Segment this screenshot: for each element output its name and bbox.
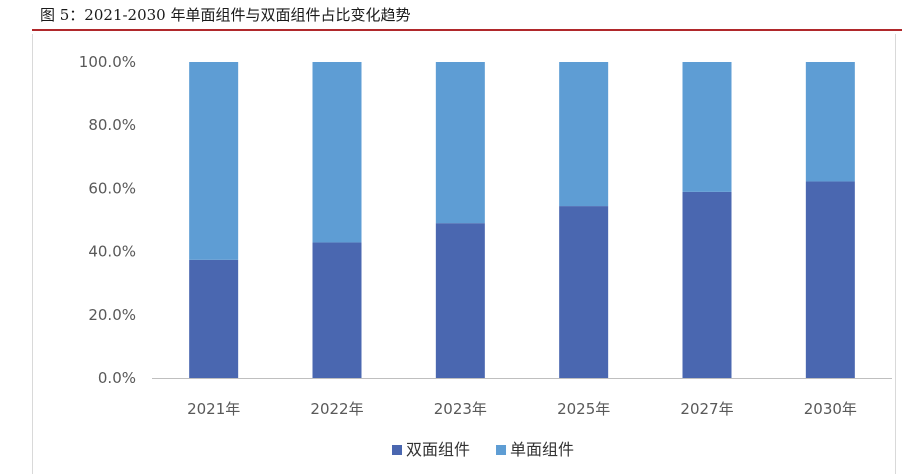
bar-bifacial-1	[312, 242, 362, 378]
bar-bifacial-4	[682, 191, 732, 378]
y-tick-label: 40.0%	[88, 243, 136, 261]
legend-label: 单面组件	[510, 440, 574, 459]
legend-swatch	[392, 445, 402, 455]
bar-monofacial-3	[559, 62, 609, 207]
y-tick-label: 60.0%	[88, 179, 136, 197]
bar-monofacial-5	[805, 62, 855, 182]
x-tick-label: 2027年	[680, 400, 733, 418]
bar-bifacial-0	[189, 259, 239, 378]
legend-label: 双面组件	[406, 440, 470, 459]
x-tick-label: 2022年	[310, 400, 363, 418]
x-axis-ticks: 2021年 2022年 2023年 2025年 2027年 2030年	[187, 400, 857, 418]
x-tick-label: 2030年	[804, 400, 857, 418]
bars	[189, 62, 855, 378]
y-tick-label: 0.0%	[98, 369, 136, 387]
x-tick-label: 2021年	[187, 400, 240, 418]
chart-frame	[32, 34, 896, 474]
bar-bifacial-3	[559, 206, 609, 378]
legend-swatch	[496, 445, 507, 455]
legend: 双面组件 单面组件	[392, 440, 574, 459]
x-tick-label: 2025年	[557, 400, 610, 418]
bar-bifacial-2	[435, 223, 485, 378]
x-tick-label: 2023年	[434, 400, 487, 418]
y-axis-ticks: 0.0% 20.0% 40.0% 60.0% 80.0% 100.0%	[79, 53, 136, 387]
figure-caption: 图 5：2021-2030 年单面组件与双面组件占比变化趋势	[40, 6, 411, 24]
y-tick-label: 100.0%	[79, 53, 136, 71]
bar-monofacial-0	[189, 62, 239, 260]
y-tick-label: 80.0%	[88, 116, 136, 134]
caption-underline	[32, 29, 902, 31]
bar-monofacial-1	[312, 62, 362, 243]
bar-bifacial-5	[805, 181, 855, 378]
bar-monofacial-4	[682, 62, 732, 192]
y-tick-label: 20.0%	[88, 306, 136, 324]
bar-monofacial-2	[435, 62, 485, 224]
